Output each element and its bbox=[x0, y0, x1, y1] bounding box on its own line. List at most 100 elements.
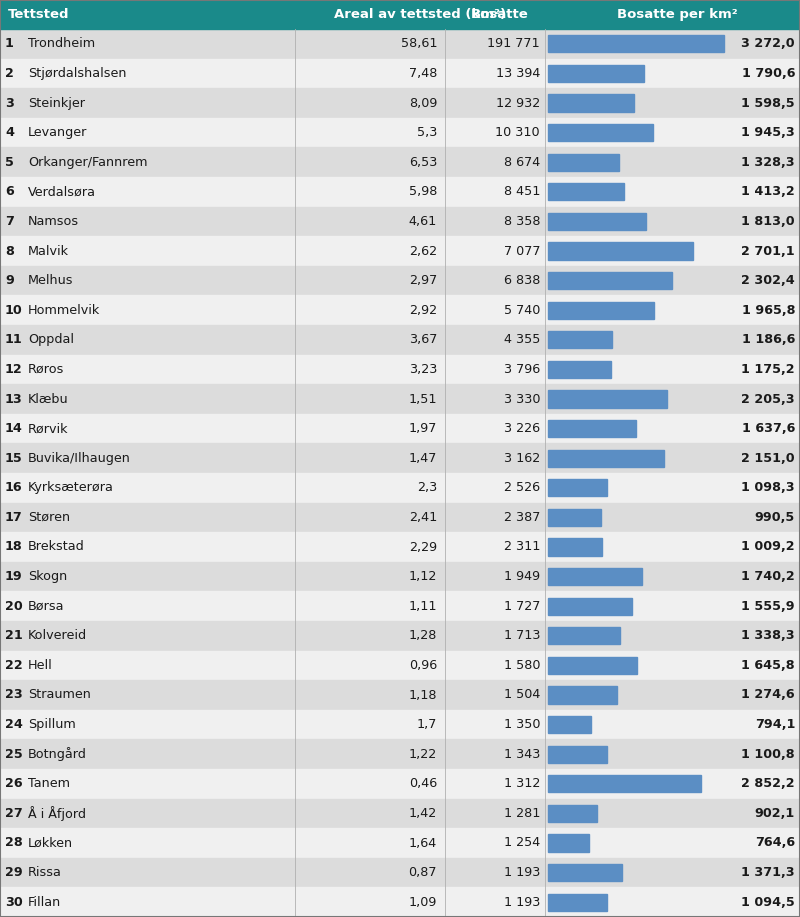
Text: 2 311: 2 311 bbox=[504, 540, 540, 554]
Text: 1,22: 1,22 bbox=[409, 747, 437, 761]
Text: Oppdal: Oppdal bbox=[28, 333, 74, 347]
Bar bbox=[0, 888, 800, 917]
Text: 1 100,8: 1 100,8 bbox=[742, 747, 795, 761]
Text: Malvik: Malvik bbox=[28, 245, 69, 258]
Text: 7,48: 7,48 bbox=[409, 67, 437, 80]
Text: 11: 11 bbox=[5, 333, 22, 347]
Text: 1 740,2: 1 740,2 bbox=[742, 570, 795, 583]
Text: 28: 28 bbox=[5, 836, 22, 849]
Text: 1,42: 1,42 bbox=[409, 807, 437, 820]
Text: Tettsted: Tettsted bbox=[8, 8, 70, 21]
Text: 1 193: 1 193 bbox=[504, 896, 540, 909]
Text: 8 358: 8 358 bbox=[503, 215, 540, 228]
Text: 1 281: 1 281 bbox=[504, 807, 540, 820]
Text: 2,62: 2,62 bbox=[409, 245, 437, 258]
Text: 5,3: 5,3 bbox=[417, 127, 437, 139]
Text: 21: 21 bbox=[5, 629, 22, 642]
Bar bbox=[0, 857, 800, 888]
Text: 10 310: 10 310 bbox=[495, 127, 540, 139]
Text: 3 330: 3 330 bbox=[503, 392, 540, 405]
Bar bbox=[548, 360, 611, 378]
Bar bbox=[0, 828, 800, 857]
Bar bbox=[0, 414, 800, 444]
Text: 794,1: 794,1 bbox=[754, 718, 795, 731]
Text: 1,12: 1,12 bbox=[409, 570, 437, 583]
Text: 2 526: 2 526 bbox=[504, 481, 540, 494]
Text: 902,1: 902,1 bbox=[754, 807, 795, 820]
Text: Skogn: Skogn bbox=[28, 570, 67, 583]
Bar bbox=[548, 834, 589, 852]
Bar bbox=[548, 124, 653, 141]
Text: 1 371,3: 1 371,3 bbox=[742, 866, 795, 879]
Bar bbox=[548, 805, 597, 822]
Bar bbox=[548, 687, 617, 703]
Text: 12: 12 bbox=[5, 363, 22, 376]
Text: 1 254: 1 254 bbox=[504, 836, 540, 849]
Text: Levanger: Levanger bbox=[28, 127, 87, 139]
Text: 1 637,6: 1 637,6 bbox=[742, 422, 795, 435]
Text: Røros: Røros bbox=[28, 363, 64, 376]
Text: Rissa: Rissa bbox=[28, 866, 62, 879]
Text: 1 328,3: 1 328,3 bbox=[742, 156, 795, 169]
Text: 2 205,3: 2 205,3 bbox=[742, 392, 795, 405]
Text: 1 598,5: 1 598,5 bbox=[742, 96, 795, 109]
Text: Namsos: Namsos bbox=[28, 215, 79, 228]
Bar bbox=[0, 769, 800, 799]
Text: 5 740: 5 740 bbox=[504, 304, 540, 316]
Text: 23: 23 bbox=[5, 689, 22, 702]
Text: 5,98: 5,98 bbox=[409, 185, 437, 198]
Text: Brekstad: Brekstad bbox=[28, 540, 85, 554]
Bar bbox=[0, 0, 800, 29]
Bar bbox=[0, 325, 800, 355]
Text: 1 945,3: 1 945,3 bbox=[742, 127, 795, 139]
Text: 26: 26 bbox=[5, 778, 22, 790]
Text: 6: 6 bbox=[5, 185, 14, 198]
Bar bbox=[0, 562, 800, 591]
Text: Melhus: Melhus bbox=[28, 274, 74, 287]
Bar bbox=[548, 154, 619, 171]
Bar bbox=[548, 893, 607, 911]
Bar bbox=[0, 739, 800, 769]
Text: 18: 18 bbox=[5, 540, 22, 554]
Bar bbox=[0, 237, 800, 266]
Text: 1 413,2: 1 413,2 bbox=[742, 185, 795, 198]
Text: 1,7: 1,7 bbox=[417, 718, 437, 731]
Text: 1 790,6: 1 790,6 bbox=[742, 67, 795, 80]
Text: 1,64: 1,64 bbox=[409, 836, 437, 849]
Text: Tanem: Tanem bbox=[28, 778, 70, 790]
Text: 0,46: 0,46 bbox=[409, 778, 437, 790]
Text: 58,61: 58,61 bbox=[401, 38, 437, 50]
Text: 15: 15 bbox=[5, 452, 22, 465]
Text: 20: 20 bbox=[5, 600, 22, 613]
Bar bbox=[0, 206, 800, 237]
Bar bbox=[0, 650, 800, 680]
Bar bbox=[0, 59, 800, 88]
Text: Kolvereid: Kolvereid bbox=[28, 629, 87, 642]
Text: 25: 25 bbox=[5, 747, 22, 761]
Text: Hell: Hell bbox=[28, 659, 53, 672]
Bar bbox=[0, 444, 800, 473]
Bar bbox=[0, 266, 800, 295]
Text: 1,97: 1,97 bbox=[409, 422, 437, 435]
Bar bbox=[548, 420, 636, 437]
Text: 2 701,1: 2 701,1 bbox=[742, 245, 795, 258]
Text: 1 949: 1 949 bbox=[504, 570, 540, 583]
Text: Straumen: Straumen bbox=[28, 689, 91, 702]
Text: 2: 2 bbox=[5, 67, 14, 80]
Text: 3 272,0: 3 272,0 bbox=[742, 38, 795, 50]
Bar bbox=[548, 746, 607, 763]
Bar bbox=[548, 183, 624, 201]
Text: 1 343: 1 343 bbox=[504, 747, 540, 761]
Bar bbox=[548, 272, 672, 289]
Text: Løkken: Løkken bbox=[28, 836, 73, 849]
Text: 14: 14 bbox=[5, 422, 23, 435]
Text: 1,51: 1,51 bbox=[409, 392, 437, 405]
Text: Stjørdalshalsen: Stjørdalshalsen bbox=[28, 67, 126, 80]
Text: 8: 8 bbox=[5, 245, 14, 258]
Text: 1 098,3: 1 098,3 bbox=[742, 481, 795, 494]
Text: 1 555,9: 1 555,9 bbox=[742, 600, 795, 613]
Bar bbox=[0, 88, 800, 117]
Text: 10: 10 bbox=[5, 304, 22, 316]
Text: Rørvik: Rørvik bbox=[28, 422, 69, 435]
Bar bbox=[548, 449, 664, 467]
